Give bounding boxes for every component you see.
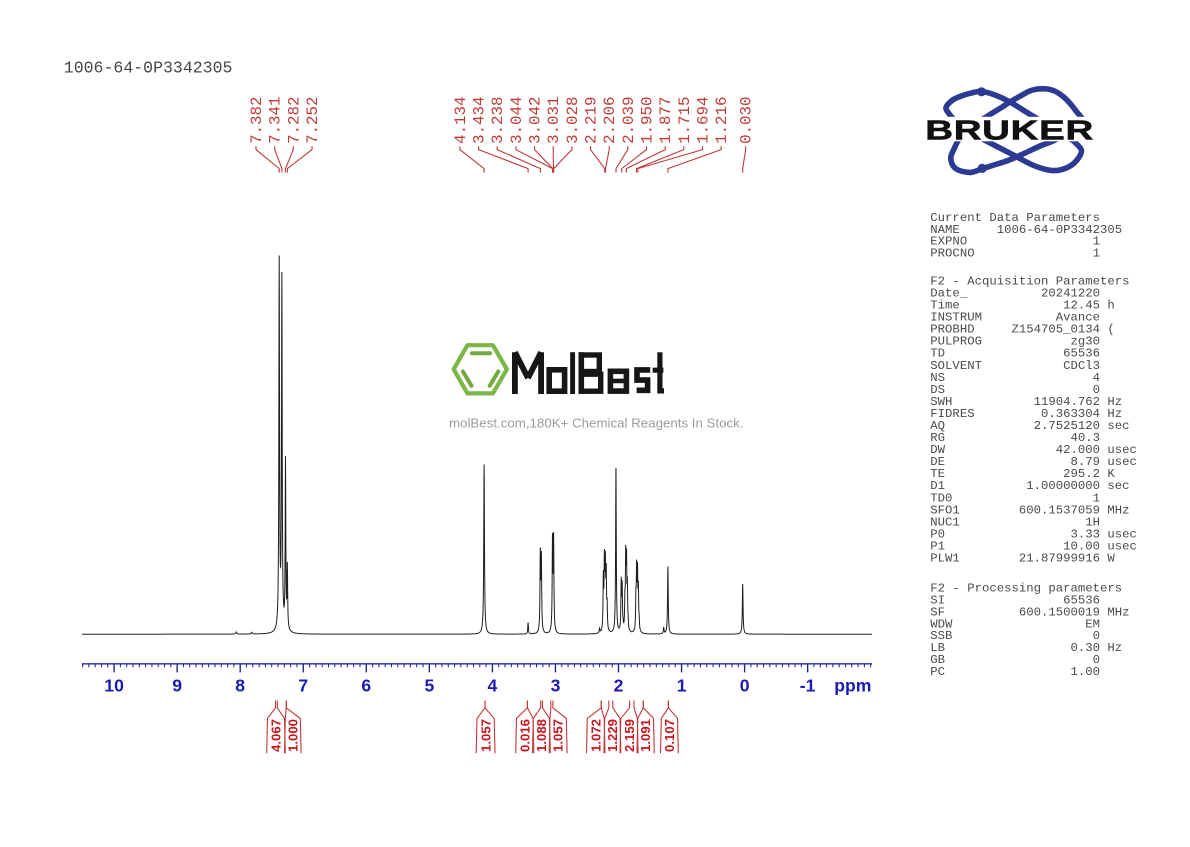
svg-text:DW 42.000 usec: DW 42.000 usec [930,443,1137,457]
svg-text:8: 8 [235,676,245,696]
svg-text:2.206: 2.206 [601,96,619,143]
svg-text:2: 2 [614,676,624,696]
svg-text:-1: -1 [800,676,816,696]
svg-text:1.057: 1.057 [478,719,493,752]
svg-text:Time 12.45 h: Time 12.45 h [930,299,1114,313]
svg-text:SWH 11904.762 Hz: SWH 11904.762 Hz [930,395,1122,409]
svg-text:AQ 2.7525120 sec: AQ 2.7525120 sec [930,419,1129,433]
svg-text:SF 600.1500019 MHz: SF 600.1500019 MHz [930,605,1129,619]
svg-text:1.216: 1.216 [713,96,731,143]
svg-text:Current Data Parameters: Current Data Parameters [930,211,1100,225]
svg-text:DE 8.79 usec: DE 8.79 usec [930,455,1137,469]
svg-text:3.042: 3.042 [527,96,545,143]
svg-text:Date_ 20241220: Date_ 20241220 [930,286,1100,300]
svg-text:3.031: 3.031 [545,96,563,143]
svg-text:ppm: ppm [834,676,871,696]
svg-text:1.694: 1.694 [695,96,713,143]
svg-text:SI 65536: SI 65536 [930,594,1100,608]
svg-text:10: 10 [104,676,124,696]
svg-text:RG 40.3: RG 40.3 [930,431,1100,445]
svg-text:4: 4 [488,676,498,696]
svg-text:INSTRUM Avance: INSTRUM Avance [930,311,1100,325]
svg-text:PROBHD Z154705_0134 (: PROBHD Z154705_0134 ( [930,323,1114,337]
svg-text:1.950: 1.950 [639,96,657,143]
svg-text:NAME 1006-64-0P3342305: NAME 1006-64-0P3342305 [930,223,1122,237]
svg-text:0.016: 0.016 [517,719,532,752]
svg-text:6: 6 [361,676,371,696]
svg-text:SOLVENT CDCl3: SOLVENT CDCl3 [930,359,1100,373]
svg-text:0.030: 0.030 [738,96,756,143]
svg-text:0.107: 0.107 [662,719,677,752]
svg-text:1.000: 1.000 [285,719,300,752]
svg-text:7.282: 7.282 [285,96,303,143]
svg-text:TD0 1: TD0 1 [930,491,1100,505]
svg-text:D1 1.00000000 sec: D1 1.00000000 sec [930,479,1129,493]
svg-text:2.159: 2.159 [622,719,637,752]
svg-text:1.229: 1.229 [605,719,620,752]
svg-text:1: 1 [677,676,687,696]
svg-text:1.715: 1.715 [676,96,694,143]
svg-text:molBest.com,180K+ Chemical Rea: molBest.com,180K+ Chemical Reagents In S… [449,416,744,431]
svg-text:EXPNO 1: EXPNO 1 [930,235,1100,249]
svg-text:P1 10.00 usec: P1 10.00 usec [930,540,1137,554]
svg-text:BRUKER: BRUKER [925,116,1094,146]
svg-text:1006-64-0P3342305: 1006-64-0P3342305 [64,59,233,78]
svg-text:9: 9 [172,676,182,696]
svg-text:FIDRES 0.363304 Hz: FIDRES 0.363304 Hz [930,407,1122,421]
svg-text:F2 - Processing parameters: F2 - Processing parameters [930,582,1122,596]
svg-text:NS 4: NS 4 [930,371,1100,385]
svg-text:0: 0 [740,676,750,696]
svg-text:1.057: 1.057 [551,719,566,752]
svg-text:3.028: 3.028 [564,96,582,143]
svg-text:3.434: 3.434 [471,96,489,143]
svg-text:4.134: 4.134 [452,96,470,143]
svg-text:LB 0.30 Hz: LB 0.30 Hz [930,641,1122,655]
svg-text:SSB 0: SSB 0 [930,629,1100,643]
svg-text:1.088: 1.088 [534,719,549,752]
svg-text:PROCNO 1: PROCNO 1 [930,247,1100,261]
svg-text:3: 3 [551,676,561,696]
svg-text:NUC1 1H: NUC1 1H [930,515,1100,529]
svg-text:SFO1 600.1537059 MHz: SFO1 600.1537059 MHz [930,503,1129,517]
svg-text:1.072: 1.072 [588,719,603,752]
svg-text:5: 5 [425,676,435,696]
svg-text:TE 295.2 K: TE 295.2 K [930,467,1115,481]
svg-text:2.039: 2.039 [620,96,638,143]
svg-text:2.219: 2.219 [583,96,601,143]
svg-text:DS 0: DS 0 [930,383,1100,397]
svg-text:TD 65536: TD 65536 [930,347,1100,361]
svg-text:3.044: 3.044 [508,96,526,143]
svg-text:4.067: 4.067 [269,719,284,752]
svg-text:7.382: 7.382 [248,96,266,143]
svg-text:PULPROG zg30: PULPROG zg30 [930,335,1100,349]
svg-text:1.091: 1.091 [638,719,653,752]
svg-text:F2 - Acquisition Parameters: F2 - Acquisition Parameters [930,274,1129,288]
svg-text:P0 3.33 usec: P0 3.33 usec [930,528,1137,542]
svg-text:GB 0: GB 0 [930,653,1100,667]
svg-text:7: 7 [298,676,308,696]
svg-text:7.252: 7.252 [304,96,322,143]
svg-text:7.341: 7.341 [267,96,285,143]
svg-text:PLW1 21.87999916 W: PLW1 21.87999916 W [930,552,1115,566]
svg-text:WDW EM: WDW EM [930,617,1100,631]
svg-text:PC 1.00: PC 1.00 [930,665,1100,679]
svg-text:3.238: 3.238 [489,96,507,143]
svg-text:1.877: 1.877 [657,96,675,143]
